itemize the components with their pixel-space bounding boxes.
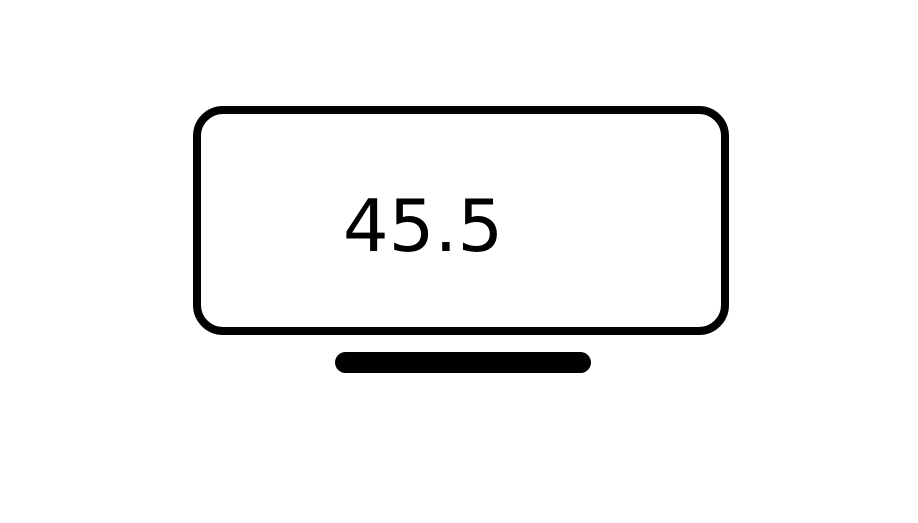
display-stand [335,352,591,373]
display-screen: 45.5 [193,106,729,335]
display-value: 45.5 [342,183,504,268]
